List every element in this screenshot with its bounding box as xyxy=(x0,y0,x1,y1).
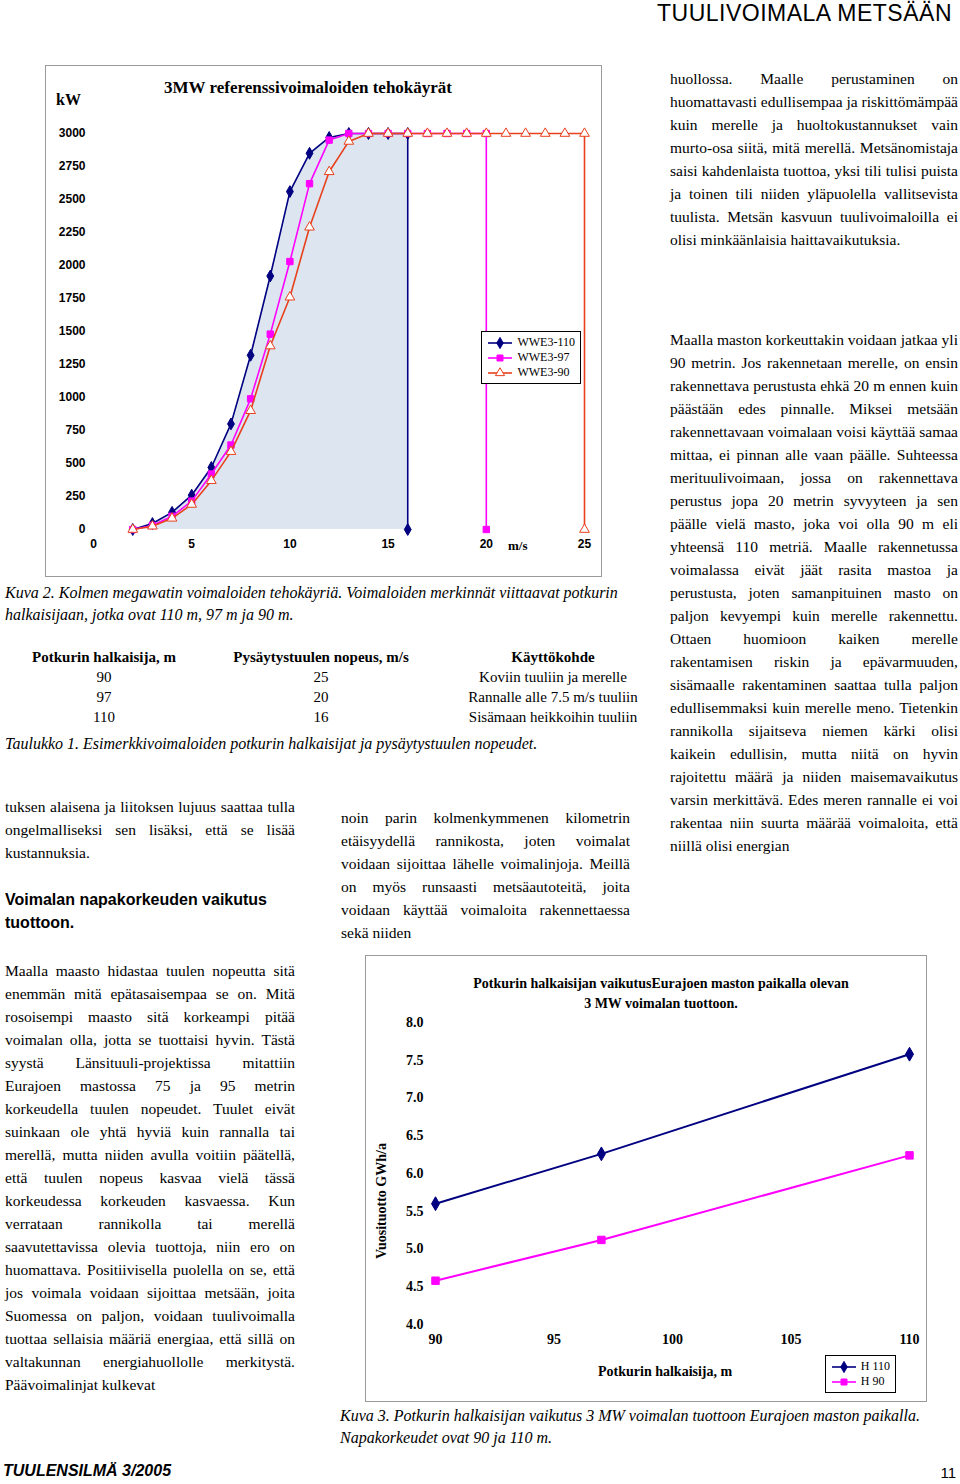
html-text:H 110: H 110 xyxy=(860,1359,890,1373)
html-text:Rannalle alle 7.5 m/s tuuliin: Rannalle alle 7.5 m/s tuuliin xyxy=(468,688,638,705)
html-text:Potkurin halkaisija, m: Potkurin halkaisija, m xyxy=(32,648,176,665)
html-text:3MW referenssivoimaloiden teho: 3MW referenssivoimaloiden tehokäyrät xyxy=(164,78,452,97)
svg-text:750: 750 xyxy=(65,423,85,437)
svg-text:110: 110 xyxy=(899,1332,919,1347)
html-text:11: 11 xyxy=(940,1464,956,1481)
svg-text:7.0: 7.0 xyxy=(406,1090,424,1105)
html-text:Koviin tuuliin ja merelle: Koviin tuuliin ja merelle xyxy=(479,668,627,685)
svg-text:0: 0 xyxy=(90,537,97,551)
html-text:kW: kW xyxy=(56,91,81,108)
html-text:WWE3-110: WWE3-110 xyxy=(517,335,575,349)
html-text:Maalla maasto hidastaa tuulen: Maalla maasto hidastaa tuulen nopeutta s… xyxy=(5,962,295,1393)
svg-text:2750: 2750 xyxy=(59,159,86,173)
html-text:Taulukko 1. Esimerkkivoimaloid: Taulukko 1. Esimerkkivoimaloiden potkuri… xyxy=(5,735,538,752)
svg-text:2250: 2250 xyxy=(59,225,86,239)
svg-text:20: 20 xyxy=(480,537,494,551)
svg-text:0: 0 xyxy=(79,522,86,536)
html-text:Potkurin halkaisija, m: Potkurin halkaisija, m xyxy=(598,1364,733,1379)
html-text:16: 16 xyxy=(313,708,329,725)
html-text:WWE3-90: WWE3-90 xyxy=(517,365,570,379)
svg-text:4.0: 4.0 xyxy=(406,1317,424,1332)
html-text:97: 97 xyxy=(96,688,112,705)
html-text:110: 110 xyxy=(93,708,115,725)
html-text:Kuva 3. Potkurin halkaisijan v: Kuva 3. Potkurin halkaisijan vaikutus 3 … xyxy=(340,1407,920,1446)
svg-text:5.0: 5.0 xyxy=(406,1241,424,1256)
html-text:Potkurin halkaisijan vaikutusE: Potkurin halkaisijan vaikutusEurajoen ma… xyxy=(473,976,849,1011)
html-text:H 90: H 90 xyxy=(860,1374,885,1388)
svg-text:2000: 2000 xyxy=(59,258,86,272)
html-text:m/s: m/s xyxy=(508,538,528,553)
html-text:Maalla maston korkeuttakin voi: Maalla maston korkeuttakin voidaan jatka… xyxy=(670,331,958,854)
html-text:Käyttökohde: Käyttökohde xyxy=(511,648,595,665)
html-text:Sisämaan heikkoihin tuuliin: Sisämaan heikkoihin tuuliin xyxy=(468,708,638,725)
svg-text:500: 500 xyxy=(65,456,85,470)
html-text:Vuosituotto GWh/a: Vuosituotto GWh/a xyxy=(374,1143,389,1259)
svg-text:4.5: 4.5 xyxy=(406,1279,424,1294)
html-text:noin parin kolmenkymmenen kilo: noin parin kolmenkymmenen kilometrin etä… xyxy=(341,809,630,941)
svg-text:2500: 2500 xyxy=(59,192,86,206)
svg-text:100: 100 xyxy=(662,1332,683,1347)
svg-text:3000: 3000 xyxy=(59,126,86,140)
svg-text:7.5: 7.5 xyxy=(406,1053,424,1068)
html-text:WWE3-97: WWE3-97 xyxy=(517,350,570,364)
svg-text:6.5: 6.5 xyxy=(406,1128,424,1143)
svg-text:10: 10 xyxy=(283,537,297,551)
html-text:Kuva 2. Kolmen megawatin voima: Kuva 2. Kolmen megawatin voimaloiden teh… xyxy=(5,584,618,623)
html-text:25: 25 xyxy=(313,668,329,685)
svg-text:6.0: 6.0 xyxy=(406,1166,424,1181)
html-text:Pysäytystuulen nopeus, m/s: Pysäytystuulen nopeus, m/s xyxy=(233,648,409,665)
svg-text:1500: 1500 xyxy=(59,324,86,338)
html-text:20: 20 xyxy=(313,688,329,705)
svg-text:15: 15 xyxy=(381,537,395,551)
svg-text:25: 25 xyxy=(578,537,592,551)
svg-text:1750: 1750 xyxy=(59,291,86,305)
html-text:TUULENSILMÄ 3/2005: TUULENSILMÄ 3/2005 xyxy=(3,1462,171,1479)
svg-text:8.0: 8.0 xyxy=(406,1015,424,1030)
svg-text:1250: 1250 xyxy=(59,357,86,371)
html-text:Voimalan napakorkeuden vaikutu: Voimalan napakorkeuden vaikutus tuottoon… xyxy=(5,891,267,931)
svg-text:105: 105 xyxy=(781,1332,802,1347)
html-text:huollossa. Maalle perustaminen: huollossa. Maalle perustaminen on huomat… xyxy=(670,70,958,248)
svg-text:250: 250 xyxy=(65,489,85,503)
html-text:tuksen alaisena ja liitoksen l: tuksen alaisena ja liitoksen lujuus saat… xyxy=(5,798,295,861)
svg-text:5: 5 xyxy=(188,537,195,551)
html-text:90: 90 xyxy=(96,668,112,685)
html-text:TUULIVOIMALA METSÄÄN: TUULIVOIMALA METSÄÄN xyxy=(657,0,952,26)
svg-text:95: 95 xyxy=(547,1332,561,1347)
svg-text:1000: 1000 xyxy=(59,390,86,404)
svg-text:90: 90 xyxy=(429,1332,443,1347)
svg-text:5.5: 5.5 xyxy=(406,1204,424,1219)
